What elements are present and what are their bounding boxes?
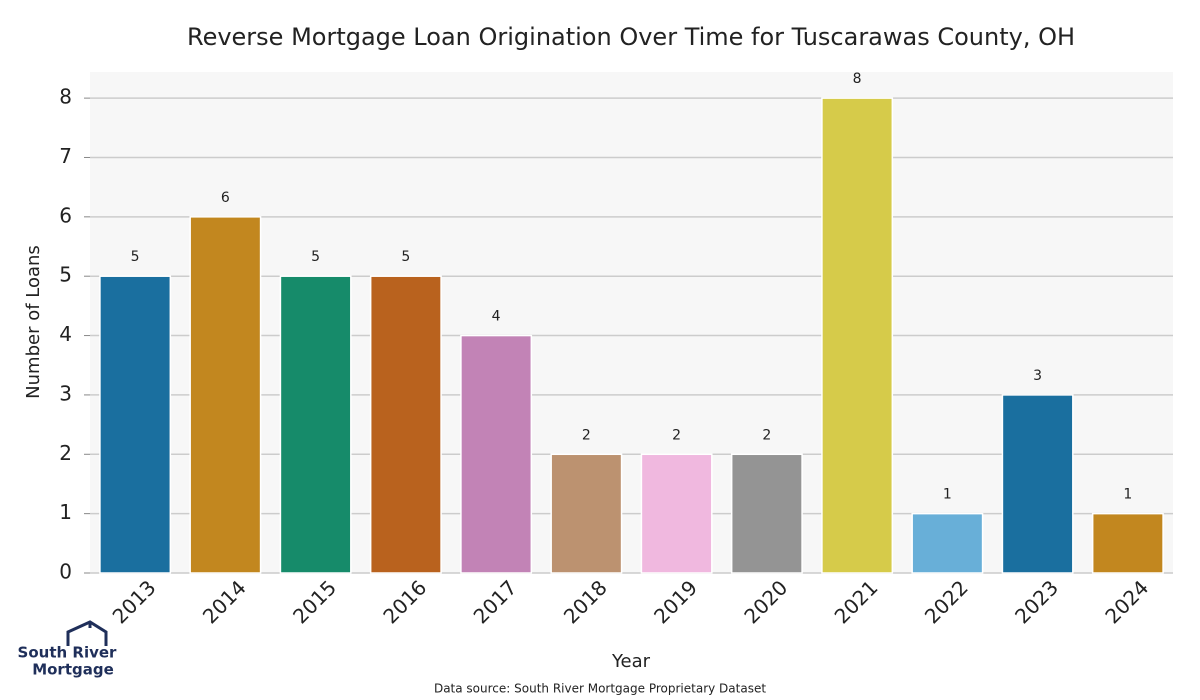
logo-icon [66,620,108,646]
value-label: 6 [221,190,230,206]
y-tick-label: 4 [59,322,72,346]
y-tick-label: 5 [59,263,72,287]
bar [99,275,172,574]
x-axis-label: Year [611,651,651,672]
x-tick-label: 2015 [288,575,341,628]
x-tick-label: 2013 [108,575,161,628]
bar [189,216,262,574]
logo-text: South River [18,644,118,662]
bar [640,453,713,574]
x-tick-label: 2014 [198,575,251,628]
bar [911,512,984,574]
value-label: 2 [762,427,771,443]
y-tick-label: 7 [59,144,72,168]
x-tick-label: 2021 [830,575,883,628]
source-note: Data source: South River Mortgage Propri… [434,682,766,696]
bar [821,97,894,574]
y-axis-label: Number of Loans [23,245,44,399]
y-tick-label: 3 [59,381,72,405]
x-tick-label: 2024 [1100,575,1153,628]
bar [730,453,803,574]
value-label: 2 [672,427,681,443]
bar [369,275,442,574]
x-tick-label: 2016 [378,575,431,628]
y-tick-label: 6 [59,203,72,227]
y-tick-label: 1 [59,500,72,524]
x-tick-label: 2019 [649,575,702,628]
x-tick-label: 2022 [920,575,973,628]
bar [279,275,352,574]
logo-text: Mortgage [32,661,114,679]
y-tick-label: 0 [59,560,72,584]
value-label: 5 [311,249,320,265]
value-label: 5 [401,249,410,265]
x-tick-label: 2017 [469,575,522,628]
value-label: 5 [131,249,140,265]
plot-background [90,72,1173,573]
bar [550,453,623,574]
x-tick-label: 2018 [559,575,612,628]
bar [1091,512,1164,574]
chart-title: Reverse Mortgage Loan Origination Over T… [187,23,1075,51]
value-label: 2 [582,427,591,443]
value-label: 4 [492,309,501,325]
y-tick-label: 8 [59,85,72,109]
value-label: 1 [943,487,952,503]
bar [1001,394,1074,574]
x-tick-label: 2023 [1010,575,1063,628]
value-label: 8 [853,71,862,87]
y-tick-label: 2 [59,441,72,465]
bar [460,334,533,574]
value-label: 1 [1123,487,1132,503]
value-label: 3 [1033,368,1042,384]
x-tick-label: 2020 [739,575,792,628]
